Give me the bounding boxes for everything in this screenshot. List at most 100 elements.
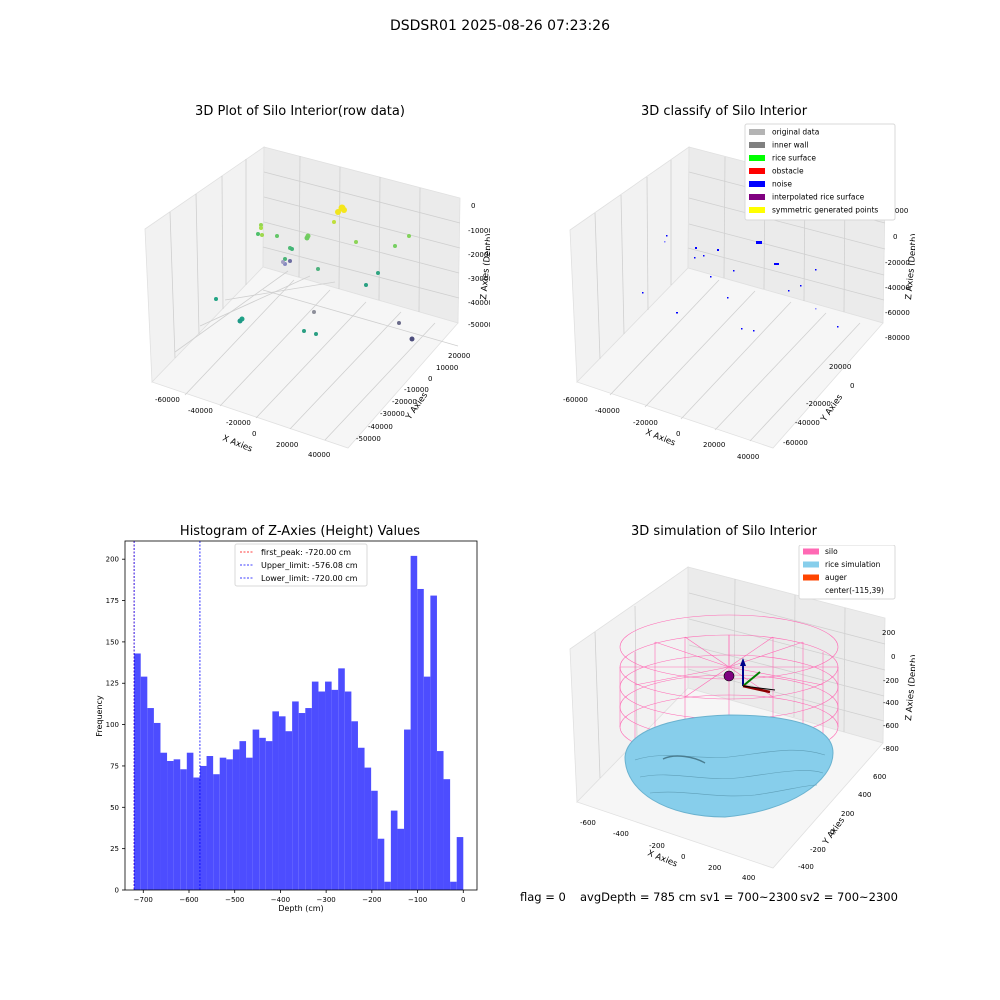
raw-x-tick: 20000 <box>276 441 298 449</box>
flag-text: flag = 0 <box>520 890 566 904</box>
raw-y-tick: -30000 <box>380 410 405 418</box>
raw-y-tick: -50000 <box>356 435 381 443</box>
raw-y-tick: 10000 <box>436 364 458 372</box>
histogram-bar <box>390 810 398 890</box>
raw-z-tick: -30000 <box>468 275 490 283</box>
raw-y-label: Y Axies <box>404 390 431 422</box>
histogram-bar <box>186 752 194 890</box>
classify-y-tick: 20000 <box>829 363 851 371</box>
x-tick-label: −200 <box>362 896 381 904</box>
classify-x-tick: 20000 <box>703 441 725 449</box>
sim-x-label: X Axies <box>646 849 679 870</box>
raw-y-tick: -40000 <box>368 423 393 431</box>
raw-z-tick: -20000 <box>468 251 490 259</box>
x-tick-label: −300 <box>317 896 336 904</box>
classify-x-tick: 40000 <box>737 453 759 461</box>
classify-legend: original data inner wall rice surface ob… <box>744 123 896 221</box>
legend-label: rice surface <box>772 154 816 163</box>
legend-swatch <box>749 181 765 187</box>
legend-swatch <box>749 155 765 161</box>
histogram-bar <box>318 691 326 890</box>
histogram-bar <box>377 838 385 890</box>
histogram-bar <box>351 721 358 890</box>
histogram-bar <box>443 779 451 890</box>
raw-3d-plot: -60000 -40000 -20000 0 20000 40000 20000… <box>144 146 490 459</box>
legend-label: auger <box>825 573 848 582</box>
histogram-bar <box>259 737 266 890</box>
histogram-bar <box>213 774 220 890</box>
legend-swatch <box>803 548 819 555</box>
sim-x-tick: -600 <box>580 819 596 827</box>
classify-y-tick: -60000 <box>783 439 808 447</box>
y-tick-label: 75 <box>110 762 119 770</box>
histogram-bar <box>232 749 240 890</box>
classify-z-tick: -40000 <box>885 284 910 292</box>
histogram-bar <box>325 681 332 890</box>
classify-y-label: Y Axies <box>819 392 846 424</box>
legend-label: Lower_limit: -720.00 cm <box>261 574 358 583</box>
rice-simulation-surface <box>624 714 834 818</box>
histogram-bar <box>193 777 200 890</box>
classify-x-tick: -40000 <box>595 407 620 415</box>
sim-x-tick: 400 <box>742 874 755 880</box>
legend-swatch <box>803 561 819 568</box>
sim-y-tick: 400 <box>858 791 871 799</box>
legend-swatch <box>749 207 765 213</box>
histogram-legend: first_peak: -720.00 cm Upper_limit: -576… <box>234 543 368 587</box>
y-tick-label: 125 <box>106 680 119 688</box>
figure-title: DSDSR01 2025-08-26 07:23:26 <box>389 18 610 34</box>
histogram-bar <box>292 701 299 890</box>
histogram-bar <box>272 711 279 890</box>
raw-plot-title: 3D Plot of Silo Interior(row data) <box>195 104 405 119</box>
histogram-bar <box>252 729 260 890</box>
histogram-bar <box>134 653 141 890</box>
raw-z-tick: 0 <box>471 202 475 210</box>
x-tick-label: −500 <box>225 896 244 904</box>
legend-label: silo <box>825 547 838 556</box>
raw-x-label: X Axies <box>221 434 254 455</box>
y-tick-label: 100 <box>106 721 119 729</box>
y-tick-label: 200 <box>106 556 119 564</box>
sim-y-tick: 600 <box>873 773 886 781</box>
histogram-bar <box>410 555 418 890</box>
sim-x-tick: -400 <box>613 830 629 838</box>
histogram-bar <box>417 588 424 890</box>
x-tick-label: −700 <box>134 896 153 904</box>
sim-z-tick: -600 <box>883 722 899 730</box>
legend-label: symmetric generated points <box>772 206 878 215</box>
y-tick-label: 150 <box>106 638 119 646</box>
legend-label: inner wall <box>772 141 809 150</box>
sv1-text: sv1 = 700~2300 <box>700 890 798 904</box>
sim-z-tick: -800 <box>883 745 899 753</box>
histogram-bar <box>456 837 464 890</box>
y-tick-label: 0 <box>115 887 119 895</box>
histogram-frame <box>124 540 478 891</box>
histogram-bar <box>219 757 227 890</box>
histogram-bar <box>167 760 174 890</box>
raw-z-tick: -50000 <box>468 321 490 329</box>
classify-y-tick: 0 <box>850 382 854 390</box>
histogram-bar <box>265 741 273 890</box>
sim-z-tick: -400 <box>883 699 899 707</box>
histogram-chart: −700 −600 −500 −400 −300 −200 −100 0 0 25 50 75 100… <box>95 540 478 913</box>
classify-z-label: Z Axies (Depth) <box>904 233 915 300</box>
raw-x-tick: -20000 <box>226 419 251 427</box>
histogram-bar <box>450 881 457 890</box>
histogram-x-ticks: −700 −600 −500 −400 −300 −200 −100 0 <box>134 890 466 904</box>
sv2-text: sv2 = 700~2300 <box>800 890 898 904</box>
classify-x-tick: 0 <box>676 430 680 438</box>
classify-z-tick: -80000 <box>885 334 910 342</box>
histogram-bar <box>397 828 405 890</box>
classify-y-tick: -40000 <box>795 419 820 427</box>
legend-swatch <box>749 194 765 200</box>
histogram-bar <box>153 722 161 890</box>
sim-y-tick: 0 <box>830 828 834 836</box>
classify-3d-plot: -60000 -40000 -20000 0 20000 40000 20000… <box>563 123 915 461</box>
y-tick-label: 25 <box>110 845 119 853</box>
histogram-bar <box>147 708 154 890</box>
sim-z-label: Z Axies (Depth) <box>904 654 915 721</box>
raw-data-points <box>214 204 415 342</box>
histogram-threshold-lines <box>133 541 201 890</box>
raw-x-tick: 40000 <box>308 451 330 459</box>
raw-y-tick: -20000 <box>392 398 417 406</box>
